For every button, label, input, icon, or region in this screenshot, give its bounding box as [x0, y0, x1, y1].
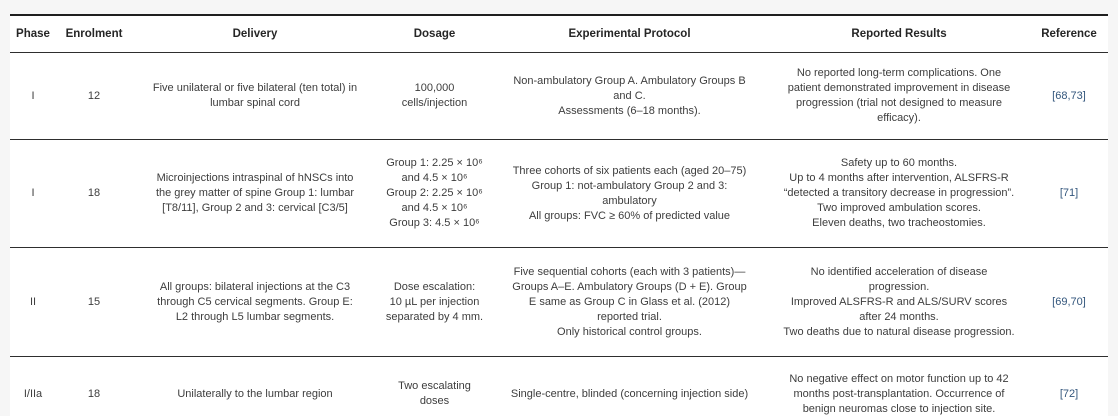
cell-reference: [72]: [1030, 357, 1108, 416]
cell-protocol: Non-ambulatory Group A. Ambulatory Group…: [491, 52, 768, 140]
cell-dosage: Dose escalation: 10 µL per injection sep…: [378, 247, 491, 357]
cell-results: No negative effect on motor function up …: [789, 372, 1009, 415]
cell-delivery: Five unilateral or five bilateral (ten t…: [132, 52, 378, 140]
cell-reference: [69,70]: [1030, 247, 1108, 357]
cell-dosage: Two escalating doses: [398, 380, 471, 407]
reference-link[interactable]: [72]: [1059, 387, 1079, 400]
column-header-protocol: Experimental Protocol: [491, 15, 768, 53]
column-header-reference: Reference: [1030, 15, 1108, 53]
cell-phase: II: [10, 247, 56, 357]
cell-dosage: 100,000 cells/injection: [378, 52, 491, 140]
cell-protocol: Five sequential cohorts (each with 3 pat…: [491, 247, 768, 357]
cell-phase: I/IIa: [23, 387, 43, 400]
clinical-trials-table-container: Phase Enrolment Delivery Dosage Experime…: [10, 14, 1108, 416]
cell-reference: [68,73]: [1030, 52, 1108, 140]
cell-enrolment: 15: [56, 247, 132, 357]
cell-results: No reported long-term complications. One…: [768, 52, 1030, 140]
cell-delivery: All groups: bilateral injections at the …: [132, 247, 378, 357]
column-header-phase: Phase: [10, 15, 56, 53]
column-header-results: Reported Results: [768, 15, 1030, 53]
cell-enrolment: 18: [56, 139, 132, 248]
reference-link[interactable]: [69,70]: [1052, 295, 1086, 308]
cell-results: No identified acceleration of disease pr…: [768, 247, 1030, 357]
cell-protocol: Three cohorts of six patients each (aged…: [491, 139, 768, 248]
reference-link[interactable]: [68,73]: [1052, 89, 1086, 102]
reference-link[interactable]: [71]: [1059, 187, 1079, 199]
cell-phase: I: [10, 52, 56, 140]
column-header-enrolment: Enrolment: [56, 15, 132, 53]
column-header-delivery: Delivery: [132, 15, 378, 53]
cell-enrolment: 12: [56, 52, 132, 140]
cell-reference: [71]: [1030, 139, 1108, 248]
cell-enrolment: 18: [87, 387, 101, 400]
table-header-row: Phase Enrolment Delivery Dosage Experime…: [10, 15, 1108, 53]
table-row: I/IIa 18 Unilaterally to the lumbar regi…: [10, 357, 1108, 416]
cell-results: Safety up to 60 months. Up to 4 months a…: [768, 139, 1030, 248]
clinical-trials-table: Phase Enrolment Delivery Dosage Experime…: [10, 14, 1108, 416]
table-row: I 12 Five unilateral or five bilateral (…: [10, 52, 1108, 140]
cell-protocol: Single-centre, blinded (concerning injec…: [510, 387, 749, 400]
table-row: II 15 All groups: bilateral injections a…: [10, 247, 1108, 357]
cell-phase: I: [10, 139, 56, 248]
cell-delivery: Unilaterally to the lumbar region: [177, 387, 333, 400]
column-header-dosage: Dosage: [378, 15, 491, 53]
table-row: I 18 Microinjections intraspinal of hNSC…: [10, 139, 1108, 248]
cell-dosage: Group 1: 2.25 × 10⁶ and 4.5 × 10⁶ Group …: [378, 139, 491, 248]
cell-delivery: Microinjections intraspinal of hNSCs int…: [132, 139, 378, 248]
